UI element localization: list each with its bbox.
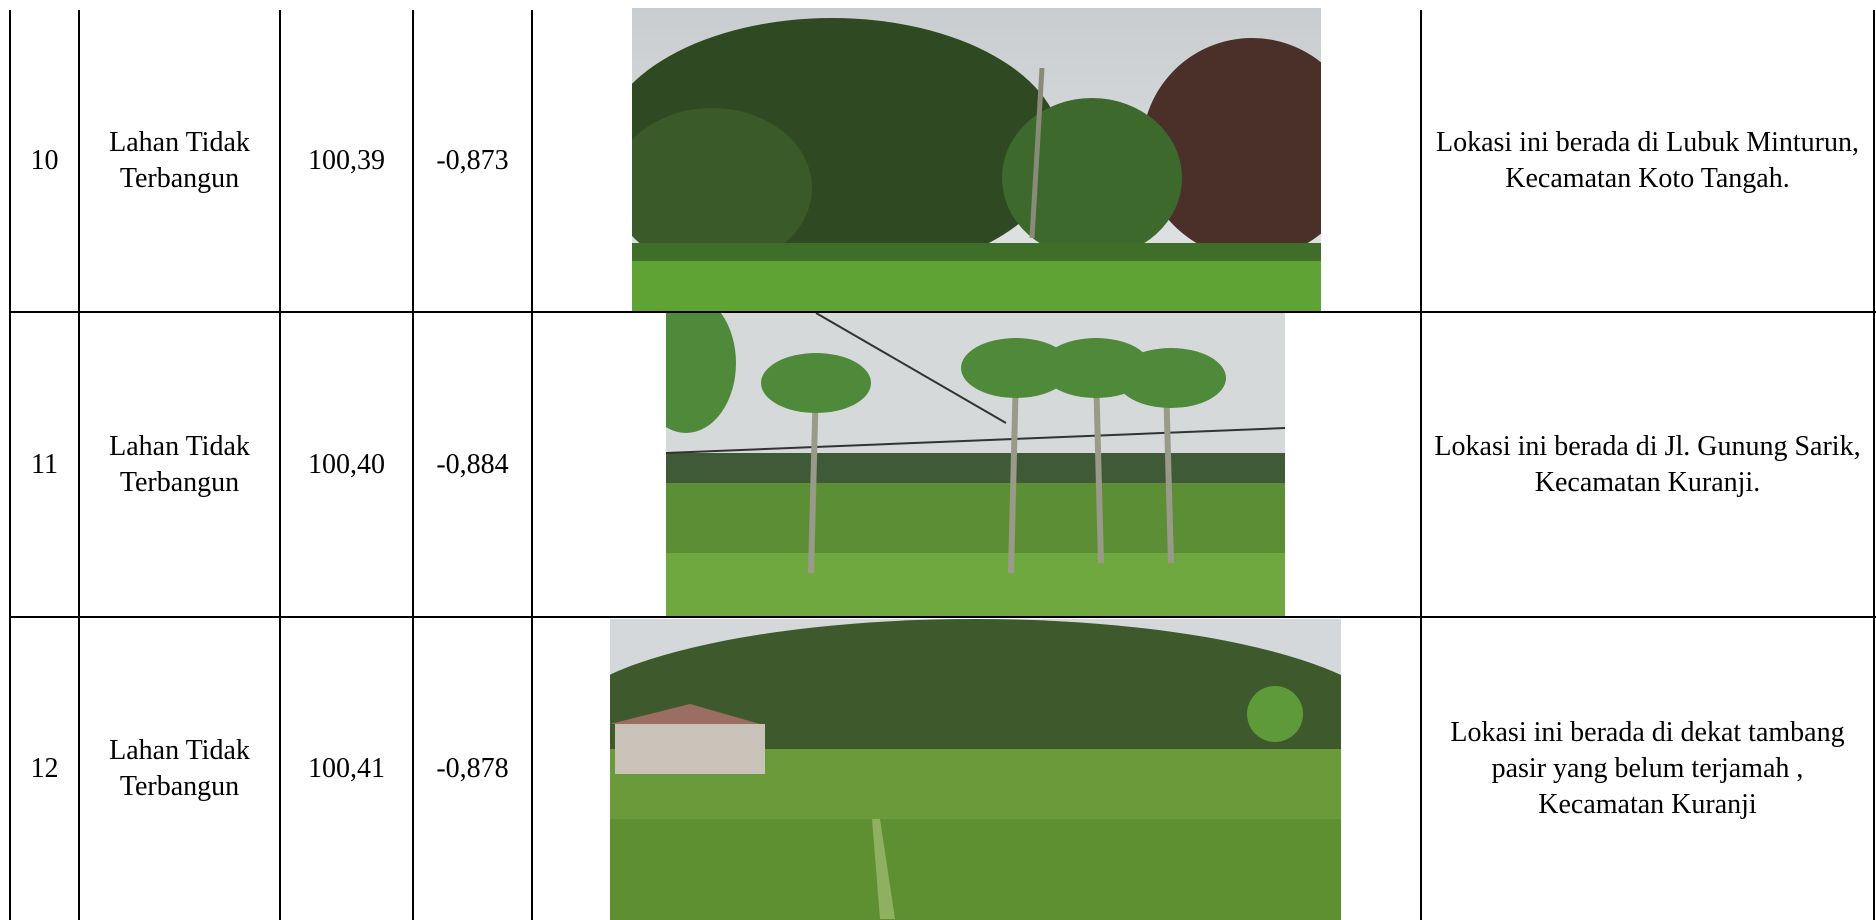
location-photo: [666, 313, 1285, 616]
column-border: [1420, 10, 1422, 920]
longitude: 100,39: [308, 144, 385, 176]
latitude: -0,878: [436, 753, 509, 784]
column-border: [279, 10, 281, 920]
longitude: 100,40: [308, 448, 385, 480]
latitude: -0,873: [436, 144, 509, 176]
location-photo: [632, 8, 1321, 311]
land-type: Lahan Tidak Terbangun: [109, 735, 250, 802]
longitude: 100,41: [308, 753, 385, 784]
location-description: Lokasi ini berada di Lubuk Minturun, Kec…: [1435, 126, 1860, 194]
row-number: 12: [30, 753, 59, 784]
location-description: Lokasi ini berada di Jl. Gunung Sarik, K…: [1434, 430, 1861, 498]
column-border: [78, 10, 80, 920]
land-type: Lahan Tidak Terbangun: [109, 126, 250, 194]
latitude: -0,884: [436, 448, 509, 480]
column-border: [531, 10, 533, 920]
row-number: 11: [31, 448, 58, 480]
row-number: 10: [30, 144, 59, 176]
row-border: [10, 616, 1876, 618]
land-type: Lahan Tidak Terbangun: [109, 430, 250, 498]
column-border: [412, 10, 414, 920]
location-photo: [610, 619, 1341, 920]
column-border: [1873, 10, 1875, 920]
column-border: [9, 10, 11, 920]
location-description: Lokasi ini berada di dekat tambang pasir…: [1450, 717, 1845, 820]
row-border: [10, 311, 1876, 313]
